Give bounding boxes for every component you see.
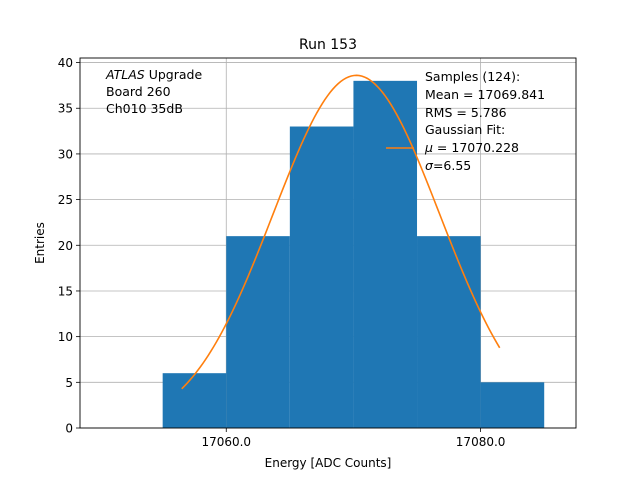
sigma-symbol: σ [425,158,434,173]
histogram-bars [162,80,545,428]
annotation-text: Ch010 35dB [106,101,183,116]
legend-fit-title: Gaussian Fit: [425,122,505,137]
y-tick-label: 15 [58,284,73,298]
legend: Samples (124): Mean = 17069.841 RMS = 5.… [386,69,545,173]
legend-fit-sigma: σ=6.55 [425,158,471,173]
mu-symbol: μ [424,140,433,155]
y-tick-label: 5 [65,376,73,390]
x-axis-label: Energy [ADC Counts] [265,456,392,470]
chart-title: Run 153 [299,37,357,53]
x-tick-label: 17060.0 [201,435,251,449]
legend-fit-mu: μ = 17070.228 [424,140,519,155]
histogram-bar-2 [289,126,354,428]
annotation-text: Board 260 [106,84,171,99]
annotation-text: Upgrade [145,67,203,82]
annotation-line: ATLAS Upgrade [105,67,202,82]
atlas-annotation: ATLAS Upgrade Board 260 Ch010 35dB [105,67,202,116]
legend-samples-line: Samples (124): [425,69,520,84]
histogram-bar-5 [480,382,545,428]
y-tick-label: 30 [58,147,73,161]
plot-frame [79,57,577,429]
y-tick-label: 10 [58,330,73,344]
sigma-value: =6.55 [433,158,471,173]
histogram-bar-0 [162,373,227,428]
y-tick-label: 40 [58,56,73,70]
x-axis-ticks: 17060.0 17080.0 [201,428,505,449]
y-tick-label: 0 [65,422,73,436]
gaussian-fit-line [181,74,501,390]
y-axis-label: Entries [33,222,47,264]
y-tick-label: 25 [58,193,73,207]
y-tick-label: 35 [58,102,73,116]
annotation-line: Ch010 35dB [106,101,183,116]
histogram-bar-1 [226,236,290,428]
x-tick-label: 17080.0 [456,435,506,449]
histogram-bar-4 [417,236,481,428]
annotation-italic: ATLAS [105,67,145,82]
annotation-line: Board 260 [106,84,171,99]
legend-samples-line: Mean = 17069.841 [425,87,545,102]
y-tick-label: 20 [58,239,73,253]
histogram-bar-3 [353,80,418,428]
mu-value: = 17070.228 [433,140,519,155]
gaussian-fit [181,74,501,390]
y-axis-ticks: 0 5 10 15 20 25 30 35 40 [58,56,80,436]
legend-samples-line: RMS = 5.786 [425,105,507,120]
